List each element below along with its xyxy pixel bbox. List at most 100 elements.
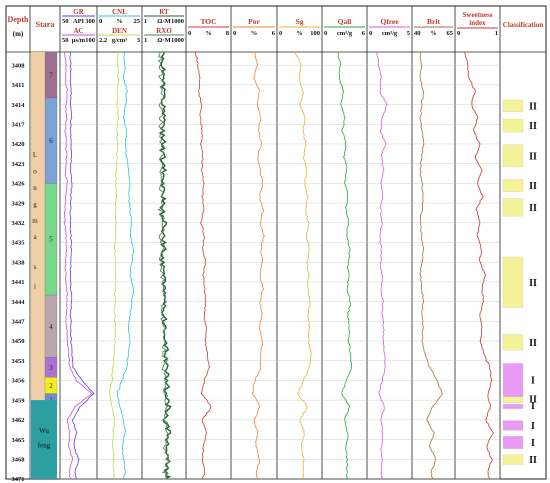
curve-qfree <box>376 52 388 480</box>
classification-label: I <box>531 376 535 387</box>
track-top-max: 1000 <box>171 18 184 25</box>
depth-tick-label: 3468 <box>12 456 26 463</box>
formation-label-line1: Wu <box>39 427 49 435</box>
track-bottom-min: 1 <box>144 37 147 44</box>
log-curves <box>63 51 494 480</box>
track-unit: cm³/g <box>382 30 398 37</box>
track-max: 1 <box>495 30 498 37</box>
layer-label: 1 <box>49 396 53 404</box>
depth-tick-label: 3456 <box>12 378 26 385</box>
depth-tick-label: 3453 <box>12 358 26 365</box>
classification-box <box>502 256 524 308</box>
track-top-min: 0 <box>99 18 102 25</box>
depth-tick-label: 3441 <box>12 279 25 286</box>
depth-tick-label: 3411 <box>12 82 25 89</box>
depth-tick-label: 3426 <box>12 181 26 188</box>
track-top-max: 300 <box>85 18 95 25</box>
formation-label-letter: o <box>33 168 37 176</box>
track-min: 0 <box>457 30 460 37</box>
chart-frame <box>5 5 547 480</box>
classification-box <box>502 334 524 351</box>
classification-box <box>502 436 524 449</box>
curve-sg <box>294 51 312 479</box>
classification-label: I <box>531 421 535 432</box>
depth-tick-label: 3471 <box>12 476 25 483</box>
curve-brit <box>419 51 443 480</box>
classification-label: II <box>529 338 537 349</box>
track-bottom-name: RXO <box>156 27 172 35</box>
classification-label: II <box>529 394 537 405</box>
classification-label: II <box>529 121 537 132</box>
depth-tick-label: 3450 <box>12 338 25 345</box>
classification-label: II <box>529 151 537 162</box>
wufeng-formation-block <box>31 400 57 479</box>
depth-tick-label: 3435 <box>12 240 26 247</box>
classification-label: I <box>531 401 535 412</box>
formation-label-letter: L <box>33 151 37 159</box>
track-top-min: 1 <box>144 18 147 25</box>
track-max: 8 <box>226 30 230 37</box>
formation-label-letter: g <box>33 200 37 208</box>
track-name: Qfree <box>380 17 399 26</box>
depth-tick-label: 3429 <box>12 200 26 207</box>
depth-tick-label: 3417 <box>12 121 26 128</box>
layer-label: 4 <box>49 323 53 331</box>
classification-label: II <box>529 455 537 466</box>
formation-label-letter: i <box>34 282 36 290</box>
track-top-max: 25 <box>134 18 141 25</box>
classification-label: II <box>529 278 537 289</box>
classification-box <box>502 396 524 403</box>
classification-box <box>502 403 524 409</box>
curve-rxo <box>157 51 171 480</box>
classification-box <box>502 118 524 133</box>
depth-tick-label: 3444 <box>12 299 26 306</box>
depth-tick-label: 3438 <box>12 259 26 266</box>
formation-label-letter: a <box>33 233 37 241</box>
depth-tick-label: 3447 <box>12 319 26 326</box>
track-unit: cm³/g <box>337 30 353 37</box>
track-max: 5 <box>407 30 411 37</box>
track-bottom-name: DEN <box>112 27 127 35</box>
track-top-unit: Ω·M <box>157 18 171 25</box>
classification-box <box>502 99 524 112</box>
track-top-name: RT <box>159 8 169 16</box>
sweetness-name-line2: index <box>469 19 486 27</box>
curve-den <box>108 51 119 480</box>
depth-header-label: Depth <box>8 15 29 24</box>
track-bottom-max: 3 <box>137 37 141 44</box>
depth-tick-label: 3459 <box>12 397 26 404</box>
curve-ac <box>63 51 93 480</box>
track-bottom-max: 1000 <box>171 37 184 44</box>
classification-box <box>502 420 524 431</box>
track-min: 0 <box>188 30 191 37</box>
classification-box <box>502 454 524 465</box>
track-name: Brit <box>427 17 440 26</box>
curve-gr <box>69 51 95 480</box>
track-top-unit: API <box>73 18 85 25</box>
curve-cnl <box>116 51 135 479</box>
track-top-min: 50 <box>62 18 69 25</box>
depth-tick-label: 3414 <box>12 102 26 109</box>
depth-tick-label: 3423 <box>12 161 26 168</box>
formation-block <box>31 52 45 401</box>
depth-tick-label: 3420 <box>12 141 25 148</box>
track-top-name: CNL <box>112 8 127 16</box>
track-min: 0 <box>324 30 327 37</box>
track-min: 0 <box>279 30 282 37</box>
classification-label: I <box>531 438 535 449</box>
depth-tick-label: 3432 <box>12 220 25 227</box>
classification-box <box>502 198 524 217</box>
track-top-name: GR <box>73 8 84 16</box>
track-bottom-min: 50 <box>62 37 69 44</box>
track-min: 40 <box>414 30 421 37</box>
track-name: Por <box>248 17 260 26</box>
track-bottom-name: AC <box>73 27 83 35</box>
depth-unit-label: (m) <box>13 30 24 38</box>
track-unit: % <box>296 30 303 37</box>
classification-label: II <box>529 203 537 214</box>
track-bottom-min: 2.2 <box>99 37 107 44</box>
track-bottom-max: 100 <box>85 37 95 44</box>
track-unit: % <box>205 30 212 37</box>
